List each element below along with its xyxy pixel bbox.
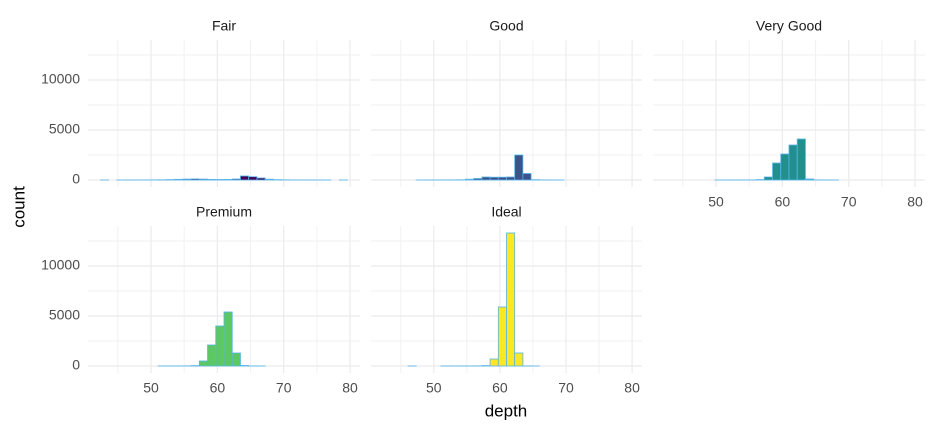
bar bbox=[522, 173, 532, 181]
bar bbox=[198, 360, 208, 367]
bar bbox=[481, 176, 491, 181]
x-tick-label: 80 bbox=[342, 380, 358, 396]
x-tick-label: 60 bbox=[492, 380, 508, 396]
bar bbox=[223, 178, 233, 181]
x-tick-label: 70 bbox=[276, 380, 292, 396]
bar bbox=[215, 179, 225, 181]
bar bbox=[231, 178, 241, 181]
bar bbox=[780, 153, 790, 181]
bar bbox=[788, 144, 798, 181]
bar bbox=[207, 344, 217, 367]
y-axis-title: count bbox=[9, 186, 28, 228]
bar bbox=[489, 358, 499, 367]
bar bbox=[506, 232, 516, 367]
bar bbox=[772, 162, 782, 181]
bar bbox=[465, 178, 475, 181]
bar bbox=[264, 178, 274, 181]
bar bbox=[198, 178, 208, 181]
bar bbox=[231, 352, 241, 367]
bar bbox=[473, 178, 483, 181]
bar bbox=[174, 178, 184, 181]
bar bbox=[248, 176, 258, 181]
x-tick-label: 50 bbox=[708, 194, 724, 210]
y-tick-label: 0 bbox=[72, 171, 80, 187]
facet-label: Ideal bbox=[491, 204, 521, 220]
x-tick-label: 50 bbox=[143, 380, 159, 396]
y-tick-label: 5000 bbox=[49, 121, 80, 137]
bar bbox=[240, 365, 250, 367]
y-tick-label: 5000 bbox=[49, 307, 80, 323]
facet-label: Premium bbox=[196, 204, 252, 220]
x-tick-label: 50 bbox=[426, 380, 442, 396]
bar bbox=[796, 138, 806, 181]
bar bbox=[182, 178, 192, 181]
x-tick-label: 60 bbox=[210, 380, 226, 396]
x-tick-label: 70 bbox=[841, 194, 857, 210]
bar bbox=[805, 178, 815, 181]
bar bbox=[190, 178, 200, 181]
x-tick-label: 70 bbox=[558, 380, 574, 396]
bar bbox=[763, 176, 773, 181]
bar bbox=[215, 325, 225, 367]
x-tick-label: 80 bbox=[624, 380, 640, 396]
x-tick-label: 60 bbox=[775, 194, 791, 210]
bar bbox=[497, 306, 507, 367]
bar bbox=[240, 175, 250, 181]
x-axis-title: depth bbox=[485, 401, 528, 420]
x-tick-label: 80 bbox=[907, 194, 923, 210]
y-tick-label: 0 bbox=[72, 357, 80, 373]
bar bbox=[256, 177, 266, 181]
bar bbox=[514, 154, 524, 181]
bar bbox=[506, 176, 516, 181]
bar bbox=[514, 352, 524, 367]
facet-label: Very Good bbox=[756, 18, 822, 34]
facet-label: Fair bbox=[212, 18, 236, 34]
facet-label: Good bbox=[489, 18, 523, 34]
y-tick-label: 10000 bbox=[41, 71, 80, 87]
y-tick-label: 10000 bbox=[41, 257, 80, 273]
bar bbox=[489, 176, 499, 181]
bar bbox=[207, 178, 217, 181]
bar bbox=[223, 311, 233, 367]
bar bbox=[497, 176, 507, 181]
